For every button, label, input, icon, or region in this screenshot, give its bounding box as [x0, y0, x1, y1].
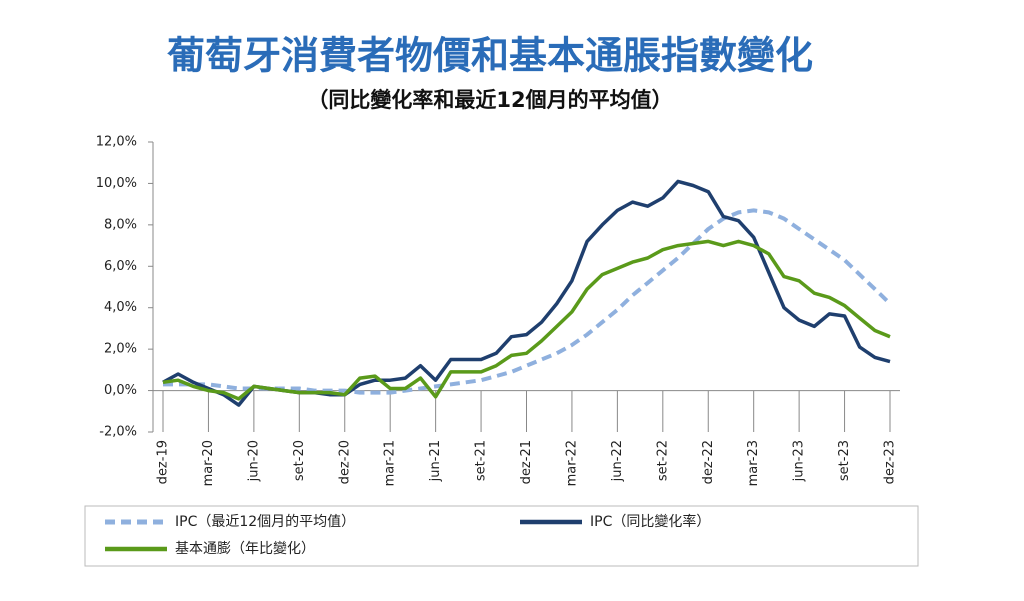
chart-title: 葡萄牙消費者物價和基本通脹指數變化	[167, 34, 813, 78]
x-tick-label: dez-19	[156, 440, 171, 484]
x-tick-label: jun-23	[792, 440, 807, 482]
series-line	[163, 208, 892, 395]
legend-label: IPC（最近12個月的平均值）	[175, 514, 355, 530]
x-tick-label: set-20	[292, 440, 307, 481]
y-tick-label: 4,0%	[104, 300, 137, 315]
y-tick-label: 2,0%	[104, 342, 137, 357]
x-tick-label: dez-22	[701, 440, 716, 484]
chart-subtitle: （同比變化率和最近12個月的平均值）	[307, 88, 672, 112]
x-tick-label: dez-20	[337, 440, 352, 484]
x-tick-label: dez-21	[519, 440, 534, 484]
legend-box	[84, 505, 919, 567]
y-tick-label: 8,0%	[104, 217, 137, 232]
legend-label: 基本通膨（年比變化）	[175, 540, 315, 557]
legend-label: IPC（同比變化率）	[590, 513, 710, 530]
x-tick-label: set-22	[655, 440, 670, 481]
y-tick-label: 12,0%	[96, 135, 137, 150]
x-tick-label: mar-22	[564, 440, 579, 486]
y-tick-label: 0,0%	[104, 383, 137, 398]
y-tick-label: -2,0%	[99, 425, 137, 440]
y-tick-label: 10,0%	[96, 176, 137, 191]
x-tick-label: mar-20	[201, 440, 216, 486]
x-tick-label: jun-21	[428, 440, 443, 482]
y-tick-label: 6,0%	[104, 259, 137, 274]
x-tick-label: mar-23	[746, 440, 761, 486]
x-tick-label: set-23	[837, 440, 852, 481]
x-tick-label: jun-20	[246, 440, 261, 482]
x-tick-label: mar-21	[383, 440, 398, 486]
x-tick-label: jun-22	[610, 440, 625, 482]
series-line	[162, 239, 891, 401]
x-tick-label: set-21	[474, 440, 489, 481]
x-tick-label: dez-23	[883, 440, 898, 484]
series-line	[162, 179, 891, 407]
